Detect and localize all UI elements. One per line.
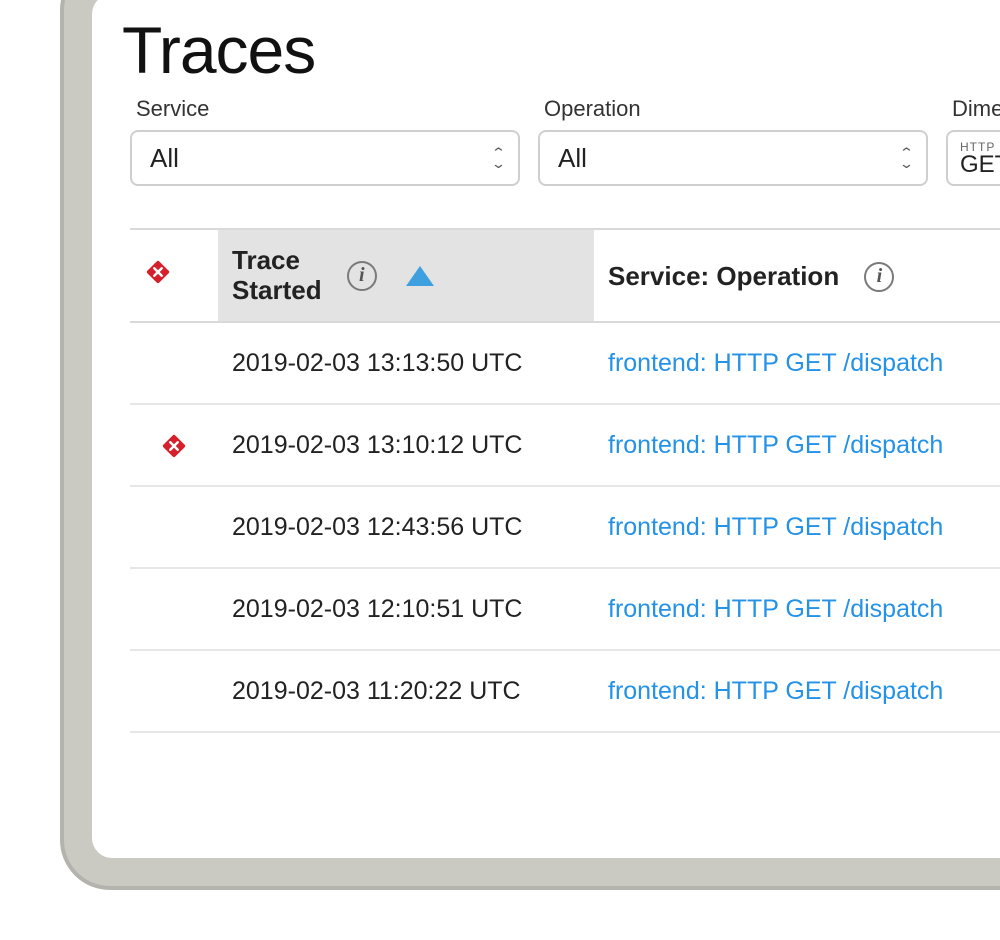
info-icon[interactable]: i [864,262,894,292]
cell-error [130,322,218,404]
table-row[interactable]: 2019-02-03 12:10:51 UTC frontend: HTTP GE… [130,568,1000,650]
error-icon [144,258,172,286]
cell-error [130,486,218,568]
screen: Traces Service All ⌃⌄ Operation All ⌃⌄ D… [92,0,1000,858]
table-row[interactable]: 2019-02-03 11:20:22 UTC frontend: HTTP GE… [130,650,1000,732]
filter-service-select[interactable]: All ⌃⌄ [130,130,520,186]
trace-link[interactable]: frontend: HTTP GET /dispatch [608,595,943,623]
cell-error [130,650,218,732]
filter-bar: Service All ⌃⌄ Operation All ⌃⌄ Dimen HT… [130,96,1000,186]
cell-error [130,568,218,650]
table-row[interactable]: 2019-02-03 13:13:50 UTC frontend: HTTP GE… [130,322,1000,404]
cell-error [130,404,218,486]
stepper-icon: ⌃⌄ [901,148,912,168]
trace-link[interactable]: frontend: HTTP GET /dispatch [608,513,943,541]
col-service-operation-label: Service: Operation [608,262,839,292]
table-header-row: TraceStarted i Service: Operation i D [130,230,1000,322]
info-icon[interactable]: i [347,261,377,291]
cell-trace-started: 2019-02-03 11:20:22 UTC [218,650,594,732]
filter-service-label: Service [130,96,520,122]
col-service-operation[interactable]: Service: Operation i [594,230,1000,322]
filter-operation-select[interactable]: All ⌃⌄ [538,130,928,186]
error-icon [160,432,188,460]
filter-service-value: All [150,143,179,174]
table-row[interactable]: 2019-02-03 13:10:12 UTC frontend: HTTP GE… [130,404,1000,486]
col-trace-started[interactable]: TraceStarted i [218,230,594,322]
cell-trace-started: 2019-02-03 13:13:50 UTC [218,322,594,404]
cell-trace-started: 2019-02-03 12:43:56 UTC [218,486,594,568]
cell-service-operation: frontend: HTTP GET /dispatch [594,404,1000,486]
cell-trace-started: 2019-02-03 13:10:12 UTC [218,404,594,486]
device-frame: Traces Service All ⌃⌄ Operation All ⌃⌄ D… [60,0,1000,890]
stepper-icon: ⌃⌄ [493,148,504,168]
traces-table-wrap: TraceStarted i Service: Operation i D [130,228,1000,733]
filter-dimension-select[interactable]: HTTP GET [946,130,1000,186]
traces-table: TraceStarted i Service: Operation i D [130,230,1000,733]
cell-service-operation: frontend: HTTP GET /dispatch [594,486,1000,568]
sort-asc-icon [406,266,434,286]
col-error[interactable] [130,230,218,322]
filter-operation-value: All [558,143,587,174]
filter-dimension-value: GET [960,153,1000,177]
cell-trace-started: 2019-02-03 12:10:51 UTC [218,568,594,650]
cell-service-operation: frontend: HTTP GET /dispatch [594,322,1000,404]
trace-link[interactable]: frontend: HTTP GET /dispatch [608,677,943,705]
filter-dimension-label: Dimen [946,96,1000,122]
filter-dimension: Dimen HTTP GET [946,96,1000,186]
filter-service: Service All ⌃⌄ [130,96,520,186]
table-row[interactable]: 2019-02-03 12:43:56 UTC frontend: HTTP GE… [130,486,1000,568]
trace-link[interactable]: frontend: HTTP GET /dispatch [608,349,943,377]
filter-operation: Operation All ⌃⌄ [538,96,928,186]
cell-service-operation: frontend: HTTP GET /dispatch [594,568,1000,650]
trace-link[interactable]: frontend: HTTP GET /dispatch [608,431,943,459]
col-trace-started-label: TraceStarted [232,246,322,306]
page-title: Traces [122,12,1000,88]
cell-service-operation: frontend: HTTP GET /dispatch [594,650,1000,732]
filter-operation-label: Operation [538,96,928,122]
